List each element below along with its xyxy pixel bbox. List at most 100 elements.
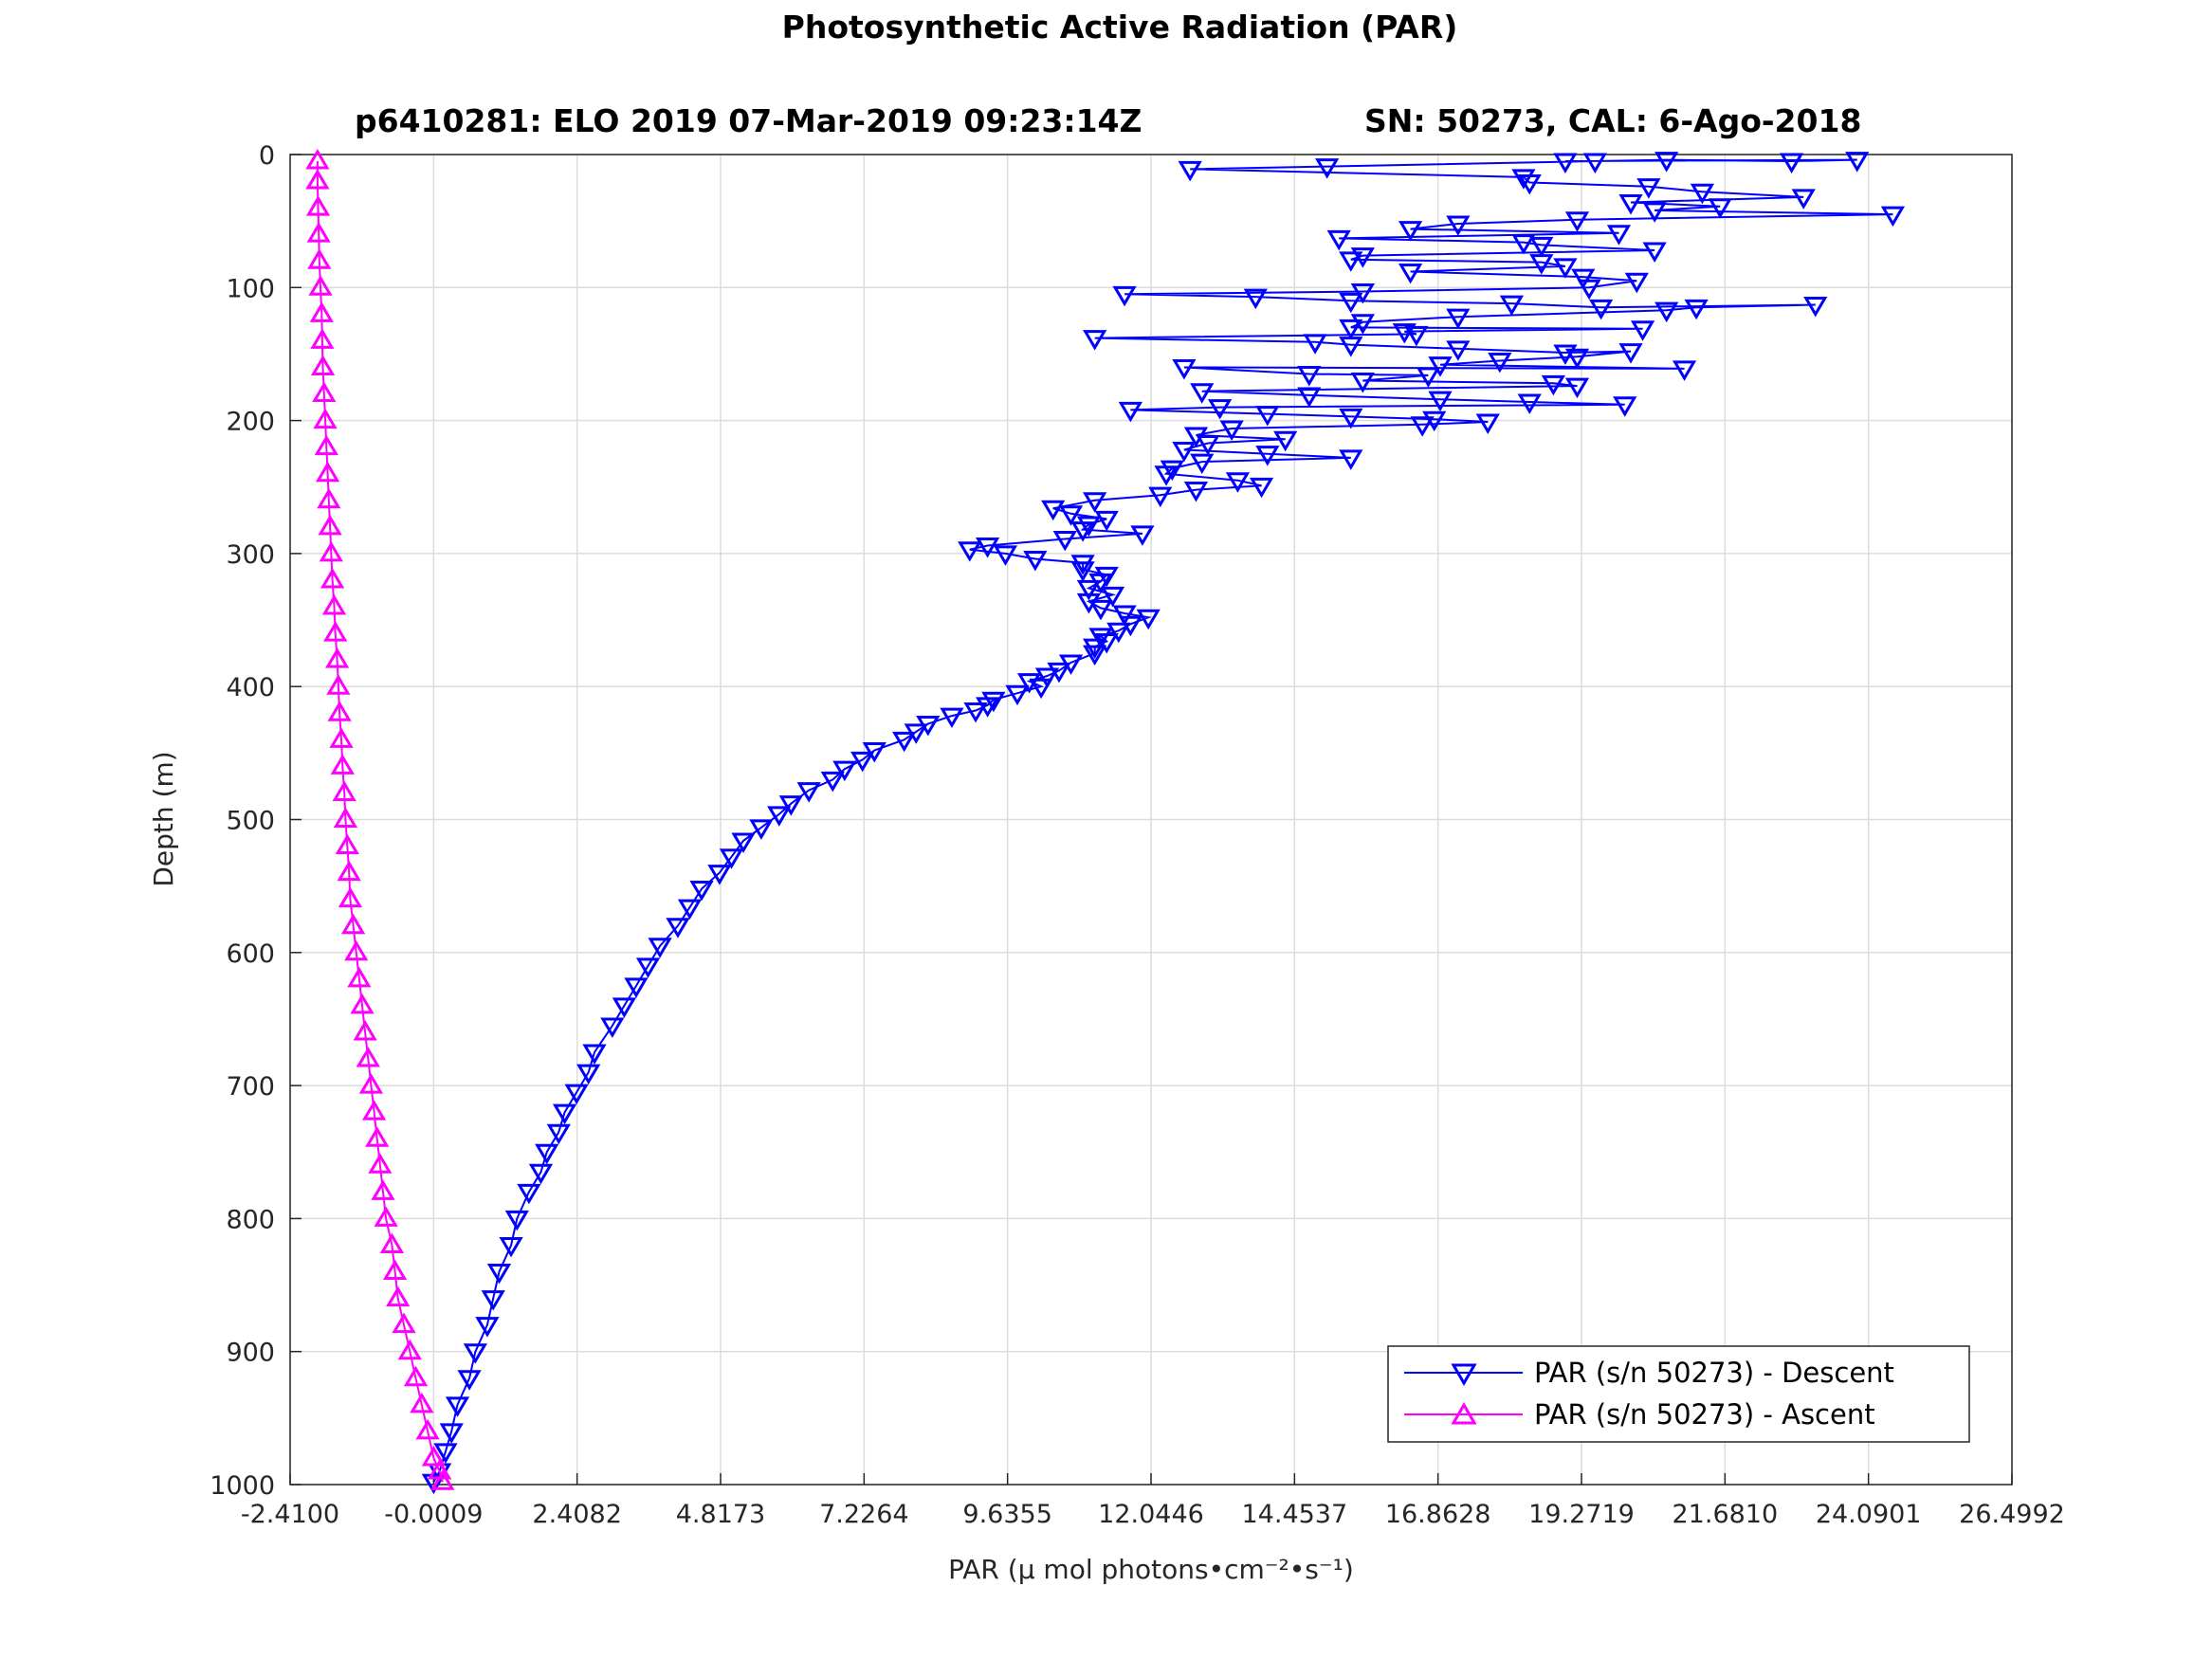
- x-axis-label: PAR (μ mol photons•cm⁻²•s⁻¹): [948, 1554, 1354, 1585]
- y-tick-label: 300: [226, 540, 275, 570]
- data-point: [333, 807, 358, 828]
- data-point: [993, 545, 1018, 566]
- x-tick-label: 16.8628: [1385, 1500, 1491, 1529]
- data-point: [1339, 337, 1363, 357]
- data-point: [1219, 420, 1244, 441]
- data-point: [1564, 348, 1590, 370]
- y-axis-label: Depth (m): [148, 751, 179, 886]
- data-point: [1690, 183, 1715, 205]
- data-point: [612, 997, 637, 1018]
- data-point: [323, 621, 348, 642]
- data-point: [504, 1210, 529, 1231]
- data-point: [1225, 472, 1251, 493]
- data-point: [1654, 152, 1679, 173]
- data-point: [306, 222, 331, 243]
- data-point: [310, 328, 335, 349]
- data-point: [433, 1443, 458, 1464]
- data-point: [310, 355, 336, 375]
- series-ascent: [305, 149, 455, 1490]
- x-tick-label: 4.8173: [676, 1500, 765, 1529]
- data-point: [1553, 153, 1578, 173]
- data-point: [1582, 153, 1607, 173]
- data-point: [1636, 178, 1661, 199]
- data-point: [350, 993, 375, 1014]
- data-point: [820, 771, 845, 793]
- data-point: [552, 1103, 577, 1125]
- data-point: [382, 1259, 408, 1281]
- legend-descent-marker-icon: [1451, 1363, 1477, 1386]
- data-point: [892, 731, 917, 753]
- y-tick-label: 900: [226, 1339, 275, 1368]
- data-point: [1083, 330, 1107, 351]
- data-point: [1529, 254, 1554, 275]
- data-point: [1410, 416, 1435, 437]
- data-point: [1350, 373, 1375, 393]
- data-point: [981, 691, 1006, 713]
- data-point: [365, 1126, 390, 1147]
- data-point: [564, 1084, 589, 1105]
- data-point: [1564, 377, 1590, 399]
- data-point: [421, 1445, 447, 1467]
- data-point: [319, 540, 343, 562]
- data-point: [379, 1232, 405, 1253]
- data-point: [576, 1064, 601, 1085]
- data-point: [329, 727, 354, 748]
- data-point: [1172, 441, 1197, 463]
- legend-ascent-label: PAR (s/n 50273) - Ascent: [1534, 1398, 1875, 1431]
- data-point: [1297, 387, 1322, 408]
- data-point: [307, 248, 332, 269]
- data-point: [1511, 169, 1536, 190]
- data-point: [1005, 684, 1030, 706]
- data-point: [975, 537, 1000, 558]
- data-point: [1708, 198, 1732, 219]
- data-point: [1106, 622, 1131, 644]
- data-point: [1118, 401, 1143, 423]
- data-point: [1446, 308, 1471, 330]
- data-point: [1243, 288, 1268, 310]
- data-point: [1303, 334, 1327, 355]
- data-point: [1499, 295, 1525, 317]
- data-point: [397, 1339, 422, 1360]
- data-point: [1112, 285, 1137, 307]
- data-point: [1070, 561, 1095, 582]
- data-point: [430, 1469, 455, 1490]
- y-tick-label: 600: [226, 939, 275, 969]
- legend-box: [1387, 1345, 1970, 1443]
- data-point: [778, 795, 803, 816]
- data-point: [528, 1163, 554, 1185]
- data-point: [1577, 279, 1601, 301]
- x-tick-label: 7.2264: [819, 1500, 908, 1529]
- data-point: [1100, 586, 1125, 608]
- data-point: [546, 1123, 571, 1145]
- data-point: [1339, 319, 1363, 340]
- y-axis-ticks: 0 100 200 300 400 500 600 700 800 900 1000: [210, 141, 302, 1501]
- data-point: [1803, 297, 1828, 318]
- data-point: [1041, 500, 1066, 521]
- data-point: [1297, 365, 1322, 387]
- x-tick-label: 19.2719: [1528, 1500, 1635, 1529]
- data-point: [1654, 301, 1679, 323]
- y-tick-label: 200: [226, 408, 275, 437]
- data-point: [1446, 340, 1471, 361]
- data-point: [312, 381, 337, 403]
- data-point: [1541, 374, 1565, 396]
- data-point: [1315, 158, 1340, 179]
- data-point: [1070, 521, 1095, 542]
- y-tick-label: 400: [226, 673, 275, 702]
- data-point: [1190, 383, 1215, 404]
- x-tick-label: 21.6810: [1673, 1500, 1779, 1529]
- data-point: [320, 568, 345, 589]
- data-point: [666, 918, 690, 939]
- data-point: [1339, 251, 1363, 272]
- data-point: [445, 1396, 470, 1417]
- data-point: [1088, 599, 1113, 621]
- data-point: [327, 701, 352, 721]
- data-point: [1136, 609, 1161, 630]
- data-point: [1083, 645, 1107, 666]
- data-point: [337, 860, 361, 882]
- grid: [289, 154, 2013, 1486]
- data-point: [457, 1370, 482, 1391]
- data-point: [1511, 234, 1536, 255]
- data-point: [361, 1100, 387, 1121]
